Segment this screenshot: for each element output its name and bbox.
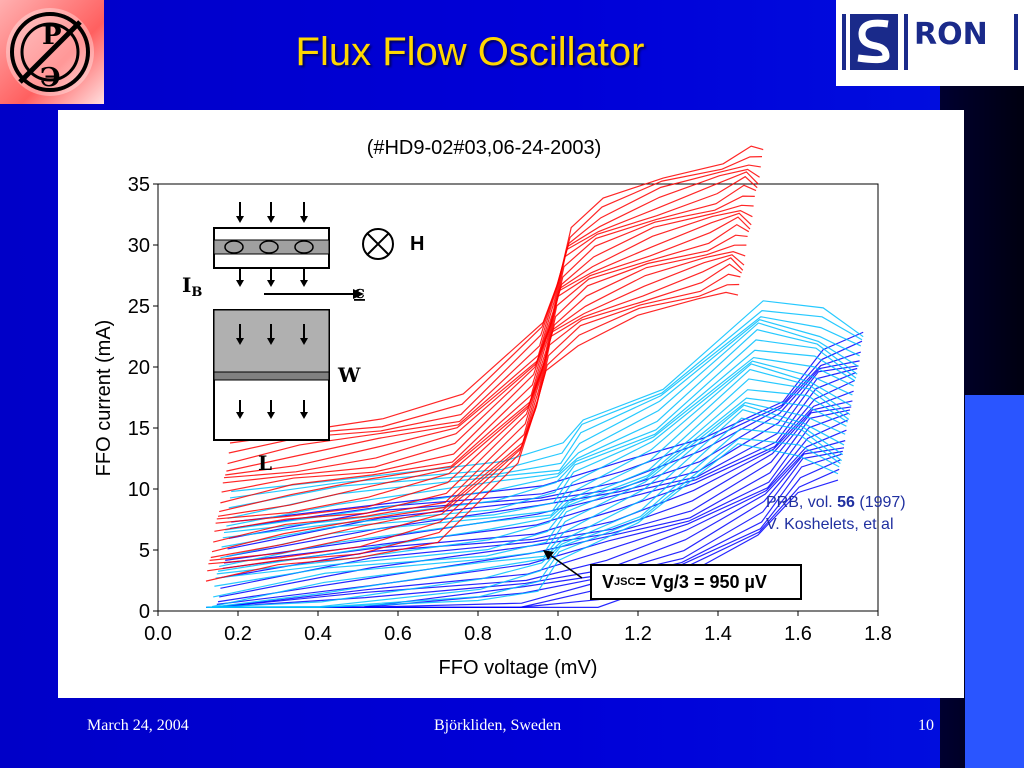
iv-curve-series-1 [217, 368, 851, 572]
iv-curve-series-2 [215, 419, 848, 608]
iv-curve-series-2 [220, 400, 853, 589]
bias-arrows-top [239, 202, 305, 282]
plot-panel [58, 110, 964, 698]
iv-curve-series-2 [211, 447, 845, 608]
iv-curve-series-2 [226, 365, 859, 558]
x-tick-label: 0.6 [384, 623, 412, 645]
iv-curve-series-1 [220, 360, 853, 559]
y-axis-ticks: 0 5 10 15 20 25 30 35 [128, 174, 158, 623]
ffo-iv-chart: (#HD9-02#03,06-24-2003) 0 5 10 15 20 25 30 35 0… [93, 137, 892, 679]
footer-page-number: 10 [918, 717, 934, 734]
iv-curve-series-2 [223, 372, 857, 564]
inset-h-label: H [410, 233, 424, 255]
iv-curve-series-2 [231, 331, 864, 523]
iv-curve-series-1 [223, 339, 857, 534]
x-tick-label: 1.0 [544, 623, 572, 645]
y-tick-label: 20 [128, 357, 150, 379]
right-accent-band [965, 395, 1024, 768]
slide-title: Flux Flow Oscillator [295, 30, 645, 74]
iv-curve-series-2 [225, 367, 858, 561]
iv-curve-series-0 [208, 273, 741, 565]
vjsc-annotation-box: V JSC = Vg/3 = 950 µV [590, 564, 802, 600]
svg-text:P: P [42, 21, 62, 51]
iv-curve-series-1 [214, 397, 847, 587]
sron-logo: RON [836, 0, 1024, 86]
iv-curve-series-1 [225, 329, 858, 531]
iv-curve-series-1 [207, 437, 840, 608]
svg-text:RON: RON [914, 17, 988, 52]
iv-curve-series-1 [219, 363, 852, 568]
iv-curve-series-1 [216, 378, 850, 575]
x-axis-label: FFO voltage (mV) [439, 657, 598, 679]
iv-curve-series-2 [227, 360, 860, 550]
inset-ib-label: IB [182, 273, 202, 300]
y-tick-label: 25 [128, 296, 150, 318]
field-into-page-icon [362, 228, 394, 260]
iv-curve-series-1 [222, 349, 856, 539]
x-tick-label: 0.0 [144, 623, 172, 645]
junction-inset: H IB c W L [182, 202, 424, 475]
footer-date: March 24, 2004 [87, 717, 189, 734]
iv-curve-series-0 [216, 223, 750, 520]
iv-curve-series-0 [223, 184, 757, 479]
iv-curve-series-1 [221, 356, 854, 548]
x-axis-ticks: 0.0 0.2 0.4 0.6 0.8 1.0 1.2 1.4 1.6 1.8 [144, 611, 892, 645]
y-tick-label: 5 [139, 540, 150, 562]
y-tick-label: 35 [128, 174, 150, 196]
svg-text:Э: Э [40, 63, 61, 93]
inset-l-label: L [258, 451, 272, 475]
chart-title: (#HD9-02#03,06-24-2003) [367, 137, 602, 159]
x-tick-label: 1.8 [864, 623, 892, 645]
iv-curve-series-1 [208, 428, 841, 608]
y-tick-label: 0 [139, 601, 150, 623]
iv-curve-series-2 [219, 406, 852, 598]
footer-location: Björkliden, Sweden [434, 717, 562, 734]
x-tick-label: 0.4 [304, 623, 332, 645]
x-tick-label: 0.2 [224, 623, 252, 645]
iv-curve-series-0 [217, 216, 751, 517]
x-tick-label: 0.8 [464, 623, 492, 645]
y-tick-label: 10 [128, 479, 150, 501]
x-tick-label: 1.4 [704, 623, 732, 645]
iv-curve-series-1 [228, 316, 862, 509]
iv-curve-series-1 [226, 322, 859, 527]
reference-text: PRB, vol. 56 (1997) V. Koshelets, et al [766, 494, 906, 533]
y-tick-label: 15 [128, 418, 150, 440]
iv-curve-series-2 [213, 440, 846, 608]
x-tick-label: 1.2 [624, 623, 652, 645]
iv-curve-series-1 [231, 300, 864, 493]
iv-curve-series-1 [211, 404, 845, 608]
x-tick-label: 1.6 [784, 623, 812, 645]
plot-frame [157, 183, 879, 612]
iv-curve-series-0 [225, 175, 758, 476]
y-axis-label: FFO current (mA) [93, 320, 115, 477]
iv-curve-series-1 [209, 417, 842, 608]
iv-curve-series-0 [209, 263, 742, 561]
institute-logo: P Э [0, 0, 104, 104]
inset-c-label: c [354, 282, 365, 303]
iv-curves-group [205, 145, 864, 608]
inset-w-label: W [337, 363, 361, 387]
iv-curve-series-1 [215, 389, 848, 579]
iv-curve-series-1 [229, 309, 863, 499]
iv-curve-series-0 [231, 145, 764, 438]
y-tick-label: 30 [128, 235, 150, 257]
iv-curve-series-1 [210, 409, 844, 608]
iv-curve-series-2 [214, 429, 847, 608]
vjsc-pointer [549, 554, 583, 579]
iv-curve-series-1 [227, 319, 860, 520]
iv-curve-series-1 [213, 401, 846, 598]
